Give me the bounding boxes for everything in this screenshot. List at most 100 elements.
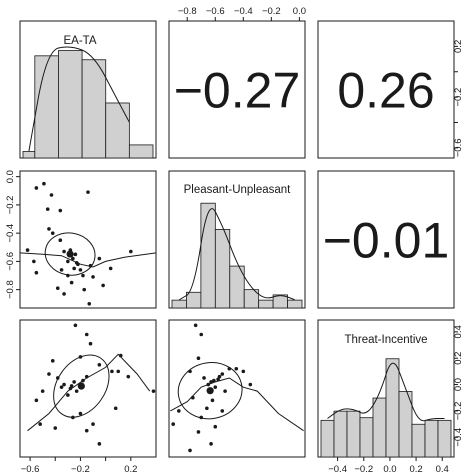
tick-label: −0.4 bbox=[453, 428, 464, 447]
loess-curve bbox=[170, 377, 304, 432]
tick-label: 0.2 bbox=[409, 464, 422, 474]
histogram-bar bbox=[258, 299, 274, 309]
data-point bbox=[216, 377, 220, 382]
histogram-bar bbox=[333, 410, 348, 458]
tick-label: 0.2 bbox=[124, 464, 137, 474]
density-curve bbox=[28, 46, 130, 152]
data-point bbox=[32, 259, 36, 264]
data-point bbox=[53, 426, 58, 430]
correlation-ellipse bbox=[53, 354, 110, 418]
data-point bbox=[110, 369, 114, 374]
data-point bbox=[73, 323, 78, 328]
tick-label: −0.6 bbox=[453, 138, 464, 157]
data-point bbox=[74, 389, 79, 393]
data-point bbox=[220, 409, 225, 413]
data-point bbox=[126, 374, 131, 379]
data-point bbox=[91, 422, 95, 426]
data-point bbox=[38, 422, 42, 426]
variable-label: EA-TA bbox=[63, 35, 96, 47]
tick-label: −0.8 bbox=[5, 280, 16, 299]
data-point bbox=[241, 369, 246, 374]
data-point bbox=[213, 385, 218, 389]
tick-label: −0.2 bbox=[71, 464, 90, 474]
data-point bbox=[91, 275, 95, 279]
correlation-value: 0.26 bbox=[337, 63, 434, 119]
variable-label: Threat-Incentive bbox=[344, 334, 427, 346]
data-point bbox=[101, 283, 105, 288]
data-point bbox=[72, 266, 76, 271]
histogram-bar bbox=[105, 102, 130, 159]
data-point bbox=[58, 238, 63, 243]
data-point bbox=[86, 190, 90, 194]
histogram-bar bbox=[346, 410, 361, 458]
data-point bbox=[66, 259, 70, 264]
panel-frame bbox=[168, 319, 306, 458]
data-point bbox=[196, 430, 201, 434]
data-point bbox=[171, 422, 176, 426]
histogram-bar bbox=[22, 151, 36, 159]
data-point bbox=[199, 332, 204, 337]
data-point bbox=[62, 292, 66, 296]
data-point bbox=[188, 448, 192, 453]
tick-label: 0.0 bbox=[383, 464, 396, 474]
density-curve bbox=[327, 362, 445, 422]
data-point bbox=[49, 193, 54, 197]
histogram-bar bbox=[372, 397, 387, 458]
data-point bbox=[34, 398, 39, 403]
data-point bbox=[97, 256, 102, 261]
tick-label: −0.2 bbox=[354, 464, 373, 474]
data-point bbox=[34, 186, 39, 190]
tick-label: 0.2 bbox=[453, 40, 464, 53]
data-point bbox=[47, 372, 51, 376]
variable-label: Pleasant-Unpleasant bbox=[184, 184, 292, 196]
data-point bbox=[97, 442, 102, 446]
data-point bbox=[177, 409, 181, 413]
data-point bbox=[62, 249, 66, 254]
tick-label: 0.0 bbox=[293, 6, 306, 17]
histogram-bar bbox=[200, 202, 216, 309]
correlation-ellipse bbox=[44, 232, 96, 276]
histogram-bar bbox=[437, 419, 452, 458]
loess-curve bbox=[19, 252, 157, 268]
data-point bbox=[84, 428, 89, 433]
histogram-bar bbox=[229, 265, 245, 309]
data-point bbox=[88, 341, 93, 346]
tick-label: −0.4 bbox=[328, 464, 347, 474]
data-point bbox=[73, 252, 78, 257]
data-point bbox=[223, 389, 227, 393]
data-point bbox=[50, 231, 55, 235]
data-point bbox=[69, 384, 74, 388]
tick-label: −0.4 bbox=[234, 6, 253, 17]
data-point bbox=[97, 362, 102, 367]
tick-label: 0.0 bbox=[453, 378, 464, 391]
data-point bbox=[47, 227, 51, 231]
histogram-bar bbox=[171, 299, 187, 309]
data-point bbox=[220, 372, 225, 376]
data-point bbox=[78, 411, 83, 416]
data-point bbox=[129, 249, 133, 254]
histogram-bar bbox=[411, 423, 426, 458]
correlation-ellipse bbox=[177, 362, 243, 420]
data-point bbox=[84, 332, 89, 337]
data-point bbox=[116, 369, 121, 374]
histogram-bar bbox=[320, 419, 335, 458]
data-point bbox=[42, 181, 46, 186]
histogram-bar bbox=[214, 228, 231, 309]
panel-frame bbox=[19, 170, 157, 309]
panel-frame bbox=[168, 20, 306, 159]
data-point bbox=[34, 270, 39, 275]
mean-point bbox=[77, 382, 85, 390]
histogram-bar bbox=[186, 291, 202, 309]
data-point bbox=[25, 248, 30, 252]
data-point bbox=[59, 385, 64, 389]
data-point bbox=[87, 301, 92, 306]
data-point bbox=[248, 382, 253, 387]
tick-label: −0.6 bbox=[206, 6, 225, 17]
correlation-value: −0.01 bbox=[323, 213, 450, 269]
histogram-bar bbox=[58, 50, 83, 159]
loess-curve bbox=[27, 353, 151, 432]
data-point bbox=[66, 393, 70, 397]
tick-label: −0.6 bbox=[21, 464, 40, 474]
tick-label: −0.2 bbox=[5, 196, 16, 215]
